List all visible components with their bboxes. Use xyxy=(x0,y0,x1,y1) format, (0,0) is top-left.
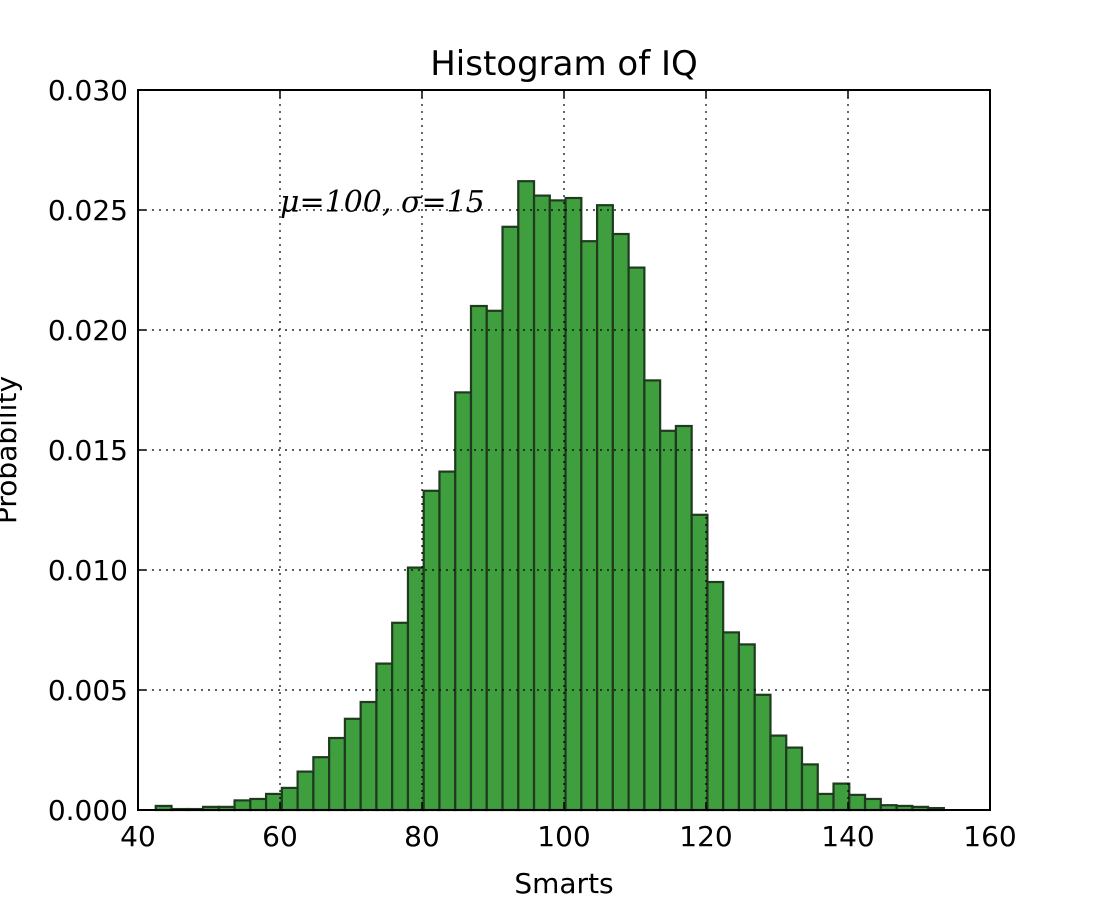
bar xyxy=(816,792,835,812)
chart-title: Histogram of IQ xyxy=(430,44,698,84)
y-tick-label: 0.025 xyxy=(48,194,128,227)
bar xyxy=(643,379,662,812)
y-tick-label: 0.015 xyxy=(48,434,128,467)
bar xyxy=(312,756,331,812)
y-axis-label: Probability xyxy=(0,376,23,524)
bar xyxy=(233,799,252,812)
plot-frame xyxy=(137,89,991,811)
bar xyxy=(595,204,614,812)
bar xyxy=(832,782,851,812)
x-tick-label: 60 xyxy=(262,820,298,853)
bar xyxy=(548,199,567,812)
bar xyxy=(280,786,299,812)
y-tick-label: 0.020 xyxy=(48,314,128,347)
y-tick-label: 0.030 xyxy=(48,74,128,107)
bar xyxy=(422,489,441,812)
bar xyxy=(848,793,867,812)
x-tick-label: 140 xyxy=(821,820,874,853)
bar xyxy=(706,580,725,812)
bar xyxy=(863,797,882,812)
bar xyxy=(375,662,394,812)
bar xyxy=(438,470,457,812)
bar xyxy=(501,225,520,812)
bar xyxy=(359,700,378,812)
bar xyxy=(406,566,425,812)
bar xyxy=(627,266,646,812)
bar xyxy=(690,513,709,812)
bar xyxy=(532,194,551,812)
bar xyxy=(328,736,346,812)
bar xyxy=(769,734,788,812)
x-tick-label: 160 xyxy=(963,820,1016,853)
bar xyxy=(722,631,741,812)
bar xyxy=(659,429,677,812)
bar xyxy=(391,621,410,812)
bar xyxy=(737,643,756,812)
y-tick-label: 0.010 xyxy=(48,554,128,587)
x-axis-label: Smarts xyxy=(514,867,613,900)
bar xyxy=(564,196,583,812)
bar xyxy=(454,391,473,812)
bar xyxy=(296,770,315,812)
bar xyxy=(611,232,630,812)
bar xyxy=(674,424,693,812)
y-tick-label: 0.005 xyxy=(48,674,128,707)
bar xyxy=(485,309,504,812)
bar xyxy=(343,717,362,812)
bar xyxy=(580,240,599,812)
bar xyxy=(800,763,819,812)
x-tick-label: 100 xyxy=(537,820,590,853)
bar xyxy=(469,304,488,812)
x-tick-label: 120 xyxy=(679,820,732,853)
bar xyxy=(785,746,804,812)
bar xyxy=(753,693,772,812)
x-tick-label: 80 xyxy=(404,820,440,853)
y-tick-label: 0.000 xyxy=(48,794,128,827)
bar xyxy=(249,797,268,812)
x-tick-label: 40 xyxy=(120,820,156,853)
bar xyxy=(517,180,536,812)
annotation: μ=100, σ=15 xyxy=(280,185,485,220)
